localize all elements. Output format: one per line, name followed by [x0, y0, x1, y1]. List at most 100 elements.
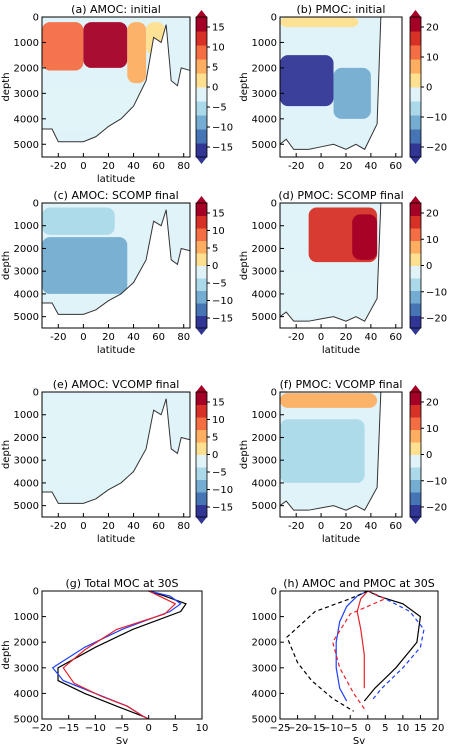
y-tick-label: 0: [271, 388, 277, 399]
colorbar-band: [196, 404, 207, 418]
colorbar-extend-bottom: [410, 517, 421, 524]
colorbar-tick-label: 20: [426, 398, 439, 409]
colorbar-tick-label: −20: [426, 314, 447, 325]
y-tick-label: 2000: [14, 638, 39, 649]
colorbar-band: [410, 467, 421, 480]
panel-g: −20 −15 −10 −5 0 5 10 0 1000 2000 3000 4000 5000 (g) …: [1, 577, 208, 745]
colorbar-band: [196, 101, 207, 116]
colorbar-band: [196, 467, 207, 480]
y-tick-label: 5000: [14, 312, 39, 323]
x-tick-label: 20: [340, 161, 353, 172]
colorbar-tick-label: −10: [212, 485, 233, 496]
topography: [41, 24, 191, 158]
axes-frame: [279, 391, 403, 518]
x-tick-label: 60: [389, 161, 402, 172]
colorbar-band: [196, 115, 207, 130]
axes-frame: [279, 202, 403, 329]
colorbar-band: [196, 215, 207, 229]
x-tick-label: 0: [80, 332, 86, 343]
x-tick-label: 40: [365, 161, 378, 172]
y-tick-label: 2000: [252, 638, 277, 649]
colorbar-tick-label: 0: [212, 83, 218, 94]
colorbar-band: [196, 429, 207, 443]
colorbar-band: [410, 31, 421, 46]
field-cell: [352, 214, 378, 260]
series-line: [367, 590, 425, 702]
x-axis-label: Sv: [116, 736, 128, 745]
panel-title: (f) PMOC: VCOMP final: [280, 378, 403, 391]
x-tick-label: 80: [177, 161, 190, 172]
colorbar-band: [196, 290, 207, 304]
colorbar-tick-label: −10: [212, 296, 233, 307]
colorbar-tick-label: 0: [426, 83, 432, 94]
colorbar-tick-label: −10: [212, 123, 233, 134]
x-tick-label: 40: [365, 521, 378, 532]
colorbar-band: [196, 59, 207, 74]
y-axis-label: depth: [239, 251, 250, 280]
y-tick-label: 3000: [252, 89, 277, 100]
x-tick-label: -20: [50, 161, 66, 172]
y-axis-label: depth: [239, 72, 250, 101]
y-tick-label: 5000: [252, 501, 277, 512]
colorbar-extend-top: [196, 196, 207, 203]
colorbar-extend-bottom: [196, 157, 207, 164]
y-tick-label: 2000: [14, 244, 39, 255]
colorbar-tick-label: 10: [212, 43, 225, 54]
colorbar-tick-label: 10: [426, 53, 439, 64]
x-tick-label: −5: [343, 723, 358, 734]
colorbar-tick-label: −20: [426, 503, 447, 514]
y-tick-label: 3000: [252, 663, 277, 674]
colorbar-band: [196, 253, 207, 266]
y-tick-label: 5000: [252, 715, 277, 726]
x-tick-label: 0: [365, 723, 371, 734]
x-tick-label: −20: [287, 723, 308, 734]
colorbar-tick-label: 15: [212, 398, 225, 409]
colorbar-tick-label: −5: [212, 279, 227, 290]
y-axis-label: depth: [1, 640, 12, 669]
colorbar-band: [196, 203, 207, 216]
colorbar-band: [196, 392, 207, 405]
colorbar-band: [410, 240, 421, 254]
colorbar-band: [196, 129, 207, 144]
colorbar-extend-bottom: [196, 328, 207, 335]
panel-d: 20 10 0 −10 −20 -20 0 20 40 60 0 1000 2000 3000 4000 50…: [239, 189, 447, 356]
topography: [41, 209, 191, 329]
colorbar-band: [410, 115, 421, 130]
x-tick-label: -20: [50, 521, 66, 532]
y-tick-label: 3000: [252, 456, 277, 467]
panel-title: (e) AMOC: VCOMP final: [53, 378, 180, 391]
x-axis-label: latitude: [322, 345, 360, 356]
panel-b: 20 10 0 −10 −20 -20 0 20 40 60 0 1000 2000 3000 4000 50…: [239, 3, 447, 172]
x-tick-label: -20: [288, 332, 304, 343]
colorbar-band: [410, 392, 421, 405]
colorbar-band: [196, 454, 207, 468]
x-tick-label: 40: [127, 332, 140, 343]
field-cell: [42, 88, 140, 132]
colorbar-tick-label: 15: [212, 23, 225, 34]
colorbar-band: [196, 87, 207, 102]
x-tick-label: 40: [127, 161, 140, 172]
colorbar-band: [410, 315, 421, 329]
colorbar-band: [410, 265, 421, 279]
colorbar-band: [410, 429, 421, 443]
colorbar-tick-label: 5: [212, 433, 218, 444]
colorbar-tick-label: 15: [212, 209, 225, 220]
x-tick-label: 0: [318, 332, 324, 343]
colorbar-tick-label: 20: [426, 209, 439, 220]
y-tick-label: 1000: [252, 221, 277, 232]
colorbar-band: [410, 228, 421, 241]
panel-title: (a) AMOC: initial: [71, 3, 161, 16]
colorbar-extend-top: [410, 385, 421, 392]
field-cell: [333, 67, 371, 119]
y-tick-label: 1000: [14, 38, 39, 49]
colorbar-extend-bottom: [196, 517, 207, 524]
colorbar-band: [196, 303, 207, 316]
x-axis-label: latitude: [322, 534, 360, 545]
colorbar-band: [410, 303, 421, 316]
y-tick-label: 4000: [14, 114, 39, 125]
colorbar-tick-label: 10: [212, 226, 225, 237]
colorbar-band: [410, 278, 421, 291]
x-tick-label: 10: [196, 723, 209, 734]
x-tick-label: 20: [432, 723, 445, 734]
